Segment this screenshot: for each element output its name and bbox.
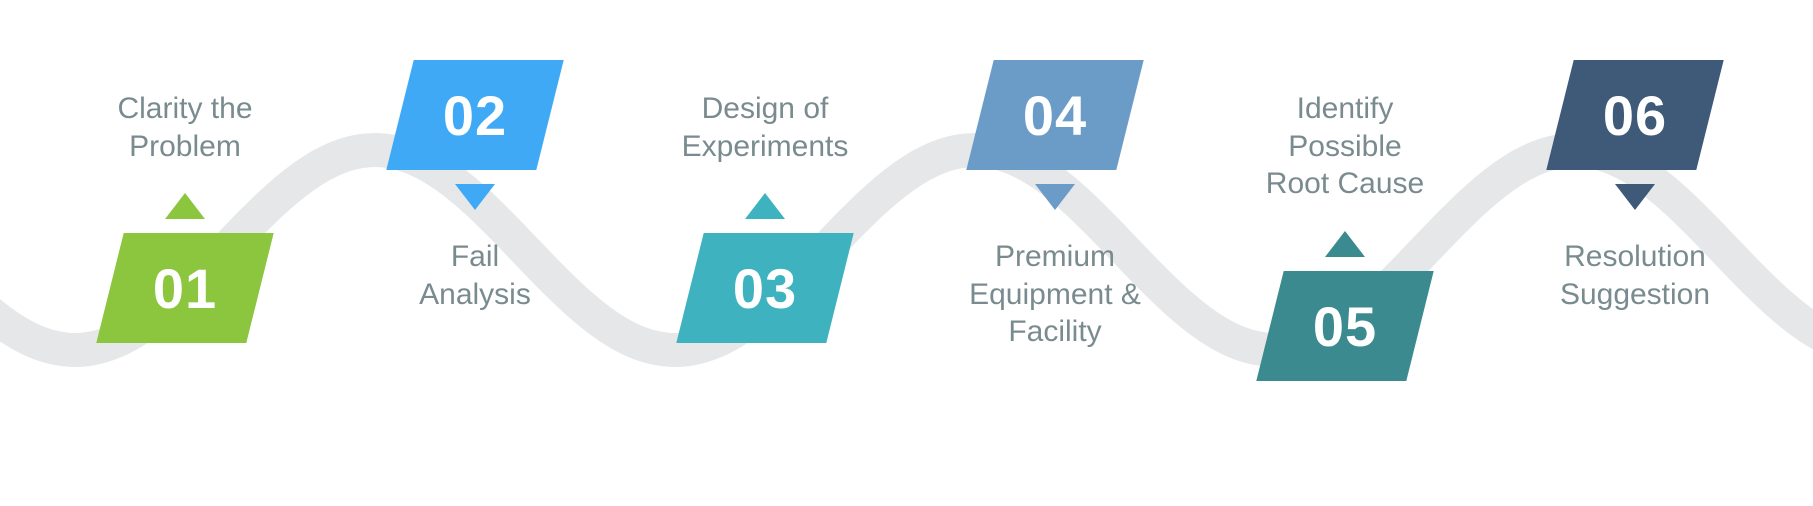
triangle-up-icon	[1325, 231, 1365, 257]
step-04: 04 Premium Equipment & Facility	[925, 60, 1185, 351]
step-badge-wrap: 06	[1560, 60, 1710, 210]
step-label: Design of Experiments	[682, 90, 849, 165]
step-label: Fail Analysis	[419, 238, 531, 313]
step-01: Clarity the Problem 01	[55, 90, 315, 343]
step-badge-wrap: 05	[1270, 231, 1420, 381]
step-badge-wrap: 02	[400, 60, 550, 210]
steps-container: Clarity the Problem 01 02 Fail Analysis Desi…	[0, 0, 1813, 506]
triangle-up-icon	[745, 193, 785, 219]
step-label: Resolution Suggestion	[1560, 238, 1710, 313]
step-label: Premium Equipment & Facility	[969, 238, 1141, 351]
step-label: Clarity the Problem	[117, 90, 252, 165]
step-badge-wrap: 03	[690, 193, 840, 343]
step-02: 02 Fail Analysis	[345, 60, 605, 313]
step-number: 01	[153, 256, 217, 321]
step-badge: 04	[966, 60, 1143, 170]
triangle-down-icon	[1615, 184, 1655, 210]
step-number: 02	[443, 83, 507, 148]
step-badge-wrap: 04	[980, 60, 1130, 210]
step-number: 04	[1023, 83, 1087, 148]
step-badge: 05	[1256, 271, 1433, 381]
step-06: 06 Resolution Suggestion	[1505, 60, 1765, 313]
triangle-down-icon	[1035, 184, 1075, 210]
step-number: 03	[733, 256, 797, 321]
step-label: Identify Possible Root Cause	[1266, 90, 1424, 203]
step-number: 05	[1313, 293, 1377, 358]
step-05: Identify Possible Root Cause 05	[1215, 90, 1475, 381]
triangle-up-icon	[165, 193, 205, 219]
triangle-down-icon	[455, 184, 495, 210]
step-badge: 01	[96, 233, 273, 343]
step-03: Design of Experiments 03	[635, 90, 895, 343]
step-badge: 06	[1546, 60, 1723, 170]
step-badge: 03	[676, 233, 853, 343]
step-badge-wrap: 01	[110, 193, 260, 343]
step-badge: 02	[386, 60, 563, 170]
step-number: 06	[1603, 83, 1667, 148]
